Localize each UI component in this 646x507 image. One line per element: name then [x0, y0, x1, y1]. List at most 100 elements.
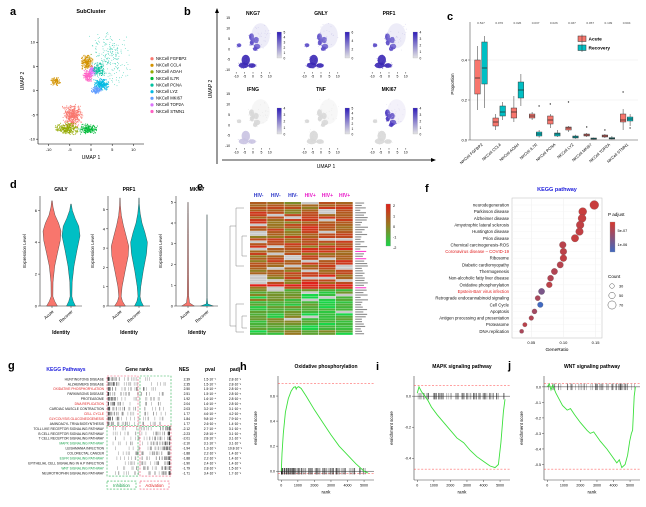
heatmap-row-label [355, 306, 363, 308]
b-xtick: 0 [252, 151, 254, 155]
heatmap-cell [250, 325, 267, 328]
heatmap-row-label [355, 308, 368, 311]
gsea-xlabel: rank [458, 490, 468, 495]
heatmap-cell [318, 221, 336, 224]
b-colorbar-tick: 1 [420, 50, 422, 54]
heatmap-row-label [355, 229, 365, 231]
b-colorbar-tick: 4 [352, 39, 354, 43]
b-ytick: 15 [226, 16, 230, 20]
panel-label-f: f [425, 183, 429, 195]
g-pathway-name: PARKINSONS DISEASE [67, 392, 104, 396]
heatmap-row-label [355, 328, 361, 330]
f-dot [576, 220, 585, 229]
a-ytick: -10 [29, 137, 36, 142]
gsea-ytick: 0.2 [270, 445, 275, 449]
f-dot [559, 248, 567, 256]
g-pathway-name: WNT SIGNALING PATHWAY [61, 466, 104, 470]
heatmap-cell [267, 235, 284, 239]
b-colorbar-tick: 5 [352, 106, 354, 110]
heatmap-cell [267, 291, 284, 294]
heatmap-cell [267, 327, 284, 331]
f-count-circle [609, 283, 615, 289]
heatmap-row-label [355, 226, 368, 228]
g-pval: 1.3·10⁻³ [204, 447, 217, 451]
heatmap-cell [284, 281, 302, 285]
heatmap-cell [284, 308, 302, 311]
heatmap-cell [267, 204, 284, 207]
heatmap-cell [336, 250, 353, 253]
gsea-xlabel: rank [588, 490, 598, 495]
heatmap-cell [284, 269, 302, 272]
heatmap-cell [284, 218, 302, 222]
g-padj: 3.1·10⁻³ [229, 432, 242, 436]
g-pval: 3.4·10⁻³ [204, 471, 217, 475]
heatmap-cell [301, 257, 319, 260]
heatmap-cell [336, 238, 353, 241]
g-padj: 3.1·10⁻³ [229, 427, 242, 431]
panel-label-i: i [376, 361, 380, 373]
heatmap-cell [267, 250, 284, 253]
heatmap-cell [284, 204, 302, 207]
heatmap-cell [318, 235, 336, 239]
panel-label-a: a [10, 6, 17, 18]
gsea-ytick: -0.4 [535, 447, 541, 451]
heatmap-cell [284, 245, 302, 248]
box [554, 132, 561, 137]
g-header-pval: pval [205, 367, 216, 373]
heatmap-row-label [355, 250, 367, 252]
heatmap-cell [318, 214, 336, 217]
heatmap-cell [284, 323, 302, 326]
outlier-dot [586, 126, 588, 128]
b-colorbar-tick: 4 [420, 106, 422, 110]
heatmap-cell [318, 211, 336, 214]
f-pathway-label: Chemical carcinogenesis-ROS [450, 242, 509, 247]
heatmap-cell [336, 323, 353, 326]
heatmap-colorbar [385, 203, 391, 247]
heatmap-cell [284, 272, 302, 275]
heatmap-cell [284, 318, 302, 321]
heatmap-row-label [355, 217, 368, 219]
heatmap-cell [250, 327, 267, 331]
heatmap-cell [318, 233, 336, 236]
heatmap-row-label [355, 313, 368, 315]
g-padj: 3.1·10⁻³ [229, 407, 242, 411]
heatmap-cell [267, 277, 284, 280]
heatmap-cell [318, 267, 336, 270]
heatmap-cell [267, 233, 284, 236]
legend-swatch [150, 103, 154, 107]
heatmap-cell [336, 264, 353, 268]
heatmap-row-label [355, 279, 365, 282]
heatmap-cell [318, 291, 336, 294]
heatmap-cell [336, 202, 353, 205]
heatmap-cell [301, 204, 319, 207]
heatmap-cell [250, 296, 267, 299]
b-ytick: 0 [228, 123, 230, 127]
f-pathway-label: Proteasome [486, 322, 510, 327]
b-colorbar-tick: 4 [284, 106, 286, 110]
heatmap-cell [336, 214, 353, 217]
heatmap-row-label [355, 207, 366, 209]
g-nes: 2.03 [184, 407, 191, 411]
heatmap-cell [301, 272, 319, 275]
c-pvalue: 0.026 [550, 21, 558, 25]
b-colorbar-tick: 2 [420, 43, 422, 47]
heatmap-cell [301, 315, 319, 318]
heatmap-cell [336, 281, 353, 285]
d-ytick: 2 [171, 262, 174, 267]
heatmap-cell [318, 226, 336, 229]
gsea-xtick: 1000 [560, 484, 568, 488]
b-colorbar-tick: 3 [352, 117, 354, 121]
heatmap-cell [267, 301, 284, 304]
heatmap-cell [250, 306, 267, 309]
f-dot [551, 268, 558, 275]
g-pval: 2.6·10⁻³ [204, 422, 217, 426]
heatmap-cell [267, 228, 284, 231]
b-xtick: 0 [388, 75, 390, 79]
g-pval: 2.8·10⁻⁴ [204, 437, 217, 441]
feature-gene-title: TNF [316, 87, 326, 93]
heatmap-cell [284, 214, 302, 217]
heatmap-cell [318, 296, 336, 299]
heatmap-col-label: HIV+ [322, 193, 333, 199]
c-ytick: 0.4 [461, 58, 467, 63]
heatmap-cell [284, 310, 302, 314]
